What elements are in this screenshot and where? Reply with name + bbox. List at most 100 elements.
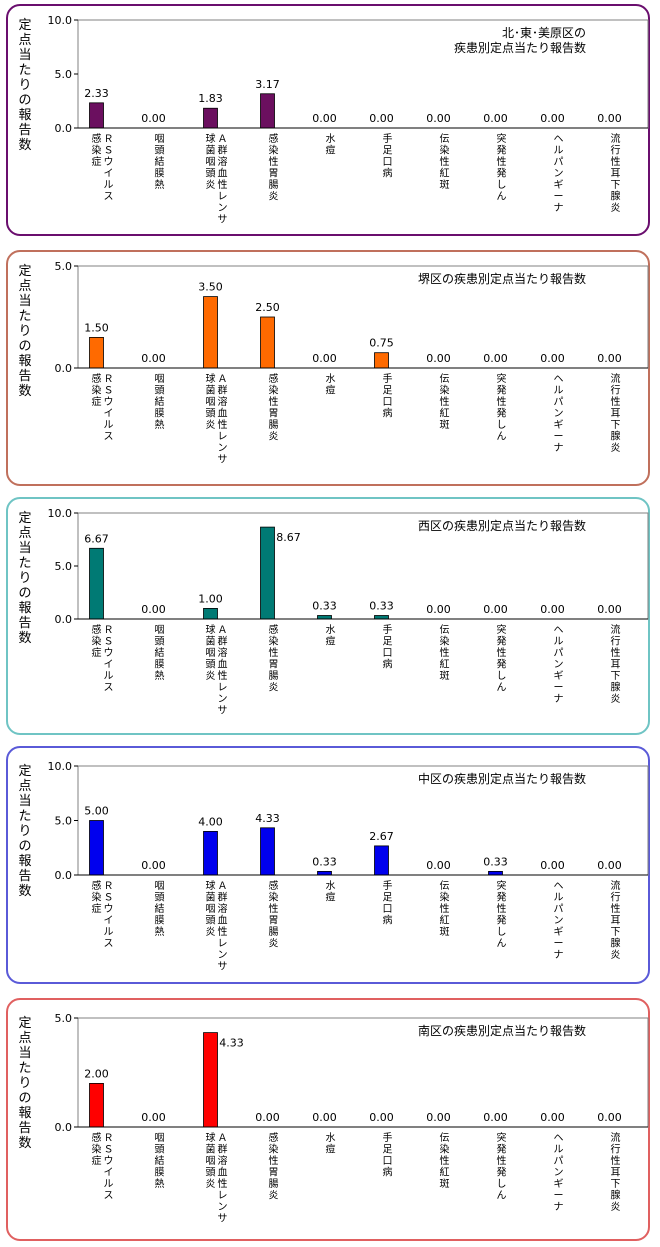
y-tick-label: 10.0 [48, 760, 73, 773]
category-label-char: 行 [611, 384, 621, 397]
bar [203, 1032, 218, 1128]
bar [89, 102, 104, 129]
category-label-char: 性 [440, 1154, 450, 1167]
y-axis-label: 定 点 当 た り の 報 告 数 [18, 764, 32, 899]
category-label-char: 咽 [155, 624, 165, 636]
category-label-char: 性 [497, 902, 507, 915]
category-label-char: 耳 [611, 1167, 621, 1179]
category-label-char: 病 [383, 658, 393, 671]
data-label: 0.75 [369, 337, 394, 350]
data-label: 0.33 [483, 855, 508, 868]
data-label: 0.00 [540, 859, 565, 872]
category-label-char: 斑 [440, 669, 450, 682]
category-label-char: ん [497, 1190, 507, 1202]
category-label-char: 腺 [611, 190, 621, 203]
category-label-char: 咽 [206, 396, 216, 408]
category-label-char: Ａ [218, 374, 228, 385]
category-label-char: 性 [611, 902, 621, 915]
category-label-char: 性 [440, 395, 450, 408]
category-label-char: 発 [497, 635, 507, 648]
category-label-char: 痘 [326, 891, 336, 904]
data-label: 0.00 [483, 112, 508, 125]
data-label: 0.00 [483, 352, 508, 365]
bar [89, 820, 104, 876]
category-label-char: 性 [269, 1154, 279, 1167]
category-label-char: 流 [611, 132, 621, 145]
bar [317, 871, 332, 876]
category-label-char: 感 [92, 1131, 102, 1144]
chart-title: 堺区の疾患別定点当たり報告数 [417, 272, 586, 286]
bar [260, 827, 275, 876]
category-label-char: 性 [497, 155, 507, 168]
category-label-char: 発 [497, 914, 507, 927]
category-label-char: 症 [92, 155, 102, 168]
bar [260, 93, 275, 129]
data-label: 0.00 [312, 352, 337, 365]
category-label-char: ヘ [554, 134, 564, 145]
category-label-char: ウ [104, 396, 114, 408]
bar [374, 845, 389, 876]
category-label-char: ナ [554, 442, 564, 454]
category-label-char: 咽 [206, 903, 216, 915]
category-label-char: 炎 [611, 442, 621, 454]
category-label-char: 伝 [440, 880, 450, 892]
category-label-char: 炎 [269, 682, 279, 694]
category-label-char: イ [104, 169, 114, 180]
category-label-char: Ａ [218, 881, 228, 892]
category-label-char: 症 [92, 902, 102, 915]
category-label-char: ー [554, 432, 564, 443]
chart-title: 北･東･美原区の 疾患別定点当たり報告数 [453, 26, 586, 55]
category-label-char: Ｒ [104, 881, 114, 892]
category-label-char: ス [104, 1191, 114, 1202]
chart-svg: 0.05.02.00ＲＳウイルス感染症0.00咽頭結膜熱4.33Ａ群溶血性レンサ… [55, 1012, 649, 1225]
category-label-char: し [497, 179, 507, 191]
category-label-char: 性 [218, 925, 228, 938]
category-label-char: 耳 [611, 408, 621, 420]
category-label-char: 伝 [440, 1132, 450, 1144]
category-label-char: 手 [383, 372, 393, 385]
data-label: 0.00 [141, 112, 166, 125]
category-label-char: 手 [383, 132, 393, 145]
category-label-char: ヘ [554, 625, 564, 636]
data-label: 0.00 [597, 859, 622, 872]
category-label-char: 足 [383, 145, 393, 157]
data-label: 0.00 [426, 352, 451, 365]
category-label-char: 手 [383, 1131, 393, 1144]
chart-panel: 定 点 当 た り の 報 告 数 中区の疾患別定点当たり報告数 0.0 5.0 10.… [6, 746, 650, 984]
category-label-char: 炎 [206, 926, 216, 938]
category-label-char: ヘ [554, 881, 564, 892]
category-label-char: ン [218, 694, 228, 705]
category-label-char: 菌 [206, 1144, 216, 1156]
category-label-char: 胃 [269, 168, 279, 180]
category-label-char: 球 [206, 879, 216, 892]
category-label-char: ナ [554, 1201, 564, 1213]
category-label-char: 血 [218, 1166, 228, 1179]
category-label-char: 感 [269, 1131, 279, 1144]
category-label-char: 病 [383, 914, 393, 927]
bar [317, 615, 332, 620]
category-label-char: 性 [440, 155, 450, 168]
bar [374, 352, 389, 369]
bar [203, 107, 218, 129]
data-label: 6.67 [84, 532, 109, 545]
category-label-char: 流 [611, 1131, 621, 1144]
category-label-char: 行 [611, 635, 621, 648]
category-label-char: 染 [269, 144, 279, 157]
category-label-char: 突 [497, 132, 507, 145]
category-label-char: 行 [611, 1143, 621, 1156]
category-label-char: 染 [269, 891, 279, 904]
category-label-char: 性 [611, 155, 621, 168]
category-label-char: 性 [218, 418, 228, 431]
category-label-char: 伝 [440, 373, 450, 385]
category-label-char: ー [554, 192, 564, 203]
category-label-char: 発 [497, 167, 507, 180]
category-label-char: 病 [383, 407, 393, 420]
category-label-char: 行 [611, 891, 621, 904]
data-label: 8.67 [276, 531, 301, 544]
category-label-char: Ｒ [104, 374, 114, 385]
category-label-char: し [497, 926, 507, 938]
chart-title: 西区の疾患別定点当たり報告数 [417, 519, 586, 533]
category-label-char: 感 [92, 372, 102, 385]
category-label-char: 手 [383, 879, 393, 892]
category-label-char: ス [104, 939, 114, 950]
